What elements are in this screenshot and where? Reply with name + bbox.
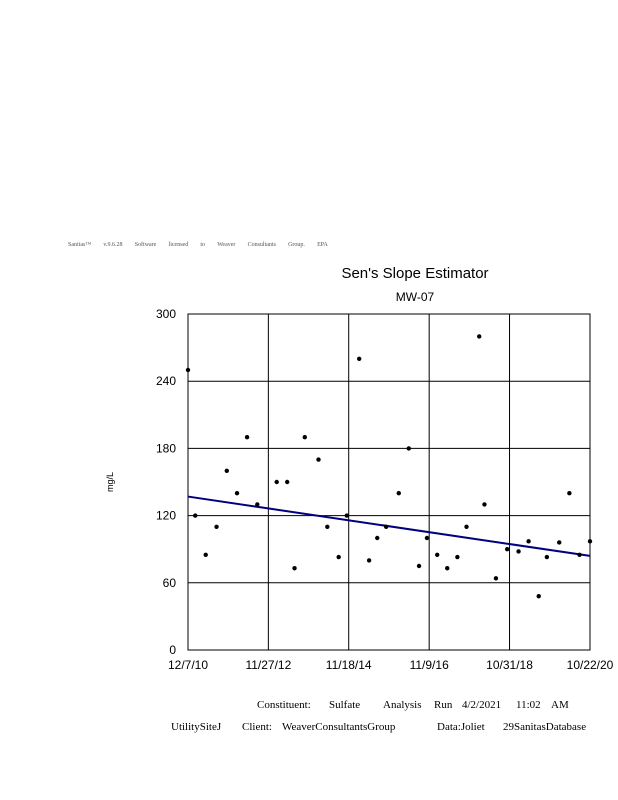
y-tick-label: 60 — [163, 576, 177, 590]
data-point — [302, 435, 307, 440]
data-point — [316, 457, 321, 462]
data-point — [185, 367, 191, 373]
data-points — [185, 334, 593, 599]
data-point — [244, 435, 250, 440]
software-license-note: Sanitas™ v.9.6.28 Software licensed to W… — [68, 242, 328, 252]
chart-title: Sen's Slope Estimator — [341, 265, 488, 282]
y-tick-label: 120 — [156, 509, 176, 523]
footer-client-label: Client: — [242, 721, 272, 733]
data-point — [544, 554, 550, 560]
footer-run-time: 11:02 — [516, 699, 541, 711]
trend-line — [187, 495, 591, 557]
note-word: to — [200, 242, 206, 248]
footer-data-label: Data:Joliet — [437, 721, 485, 733]
y-tick-label: 180 — [156, 441, 176, 455]
footer-site: UtilitySiteJ — [171, 721, 222, 733]
data-point — [193, 513, 198, 518]
data-point — [504, 547, 510, 552]
data-point — [464, 524, 469, 529]
data-point — [577, 552, 582, 557]
data-point — [336, 554, 341, 560]
y-tick-label: 0 — [169, 643, 176, 657]
data-point — [396, 491, 401, 496]
data-point — [214, 524, 219, 529]
footer-database: 29SanitasDatabase — [503, 721, 587, 733]
note-word: Software — [134, 242, 157, 248]
footer-line-2: UtilitySiteJ Client: WeaverConsultantsGr… — [0, 721, 618, 735]
x-tick-label: 11/18/14 — [326, 658, 372, 672]
data-point — [356, 356, 362, 361]
note-word: licensed — [168, 242, 189, 248]
data-point — [557, 540, 562, 545]
data-point — [416, 563, 422, 569]
data-point — [224, 468, 229, 473]
footer-run-ampm: AM — [551, 699, 569, 711]
data-point — [292, 566, 297, 571]
note-word: Group. — [288, 242, 305, 248]
chart-subtitle: MW-07 — [396, 290, 435, 304]
data-point — [255, 502, 260, 507]
trend-layer — [187, 495, 591, 557]
data-point — [516, 549, 521, 554]
data-point — [344, 513, 350, 518]
data-point — [493, 576, 499, 581]
note-word: v.9.6.28 — [103, 242, 123, 248]
x-tick-label: 11/27/12 — [245, 658, 291, 672]
x-tick-label: 11/9/16 — [410, 658, 449, 672]
footer-analysis-label: Analysis — [383, 699, 422, 711]
data-point — [445, 566, 450, 571]
data-point — [375, 535, 380, 541]
x-tick-label: 10/31/18 — [486, 658, 533, 672]
data-point — [567, 491, 572, 496]
footer-run-label: Run — [434, 699, 453, 711]
y-tick-label: 240 — [156, 374, 176, 388]
footer-run-date: 4/2/2021 — [462, 699, 502, 711]
footer-line-1: Constituent: Sulfate Analysis Run 4/2/20… — [0, 699, 618, 713]
x-tick-label: 10/22/20 — [567, 658, 614, 672]
data-point — [406, 446, 411, 451]
note-word: Weaver — [217, 242, 236, 248]
footer-client-value: WeaverConsultantsGroup — [282, 721, 396, 733]
footer-constituent-label: Constituent: — [257, 699, 311, 711]
data-point — [435, 552, 440, 557]
data-point — [424, 535, 430, 541]
data-point — [203, 552, 208, 557]
data-point — [587, 539, 593, 544]
note-word: EPA — [317, 242, 328, 248]
data-point — [536, 594, 541, 599]
plot-border — [187, 313, 591, 651]
grid — [187, 313, 591, 651]
x-tick-label: 12/7/10 — [168, 658, 208, 672]
data-point — [274, 479, 279, 485]
data-point — [526, 539, 531, 544]
data-point — [284, 479, 290, 485]
note-word: Consultants — [247, 242, 276, 248]
data-point — [455, 554, 460, 560]
data-point — [477, 334, 482, 339]
data-point — [325, 524, 330, 529]
y-axis-label: mg/L — [105, 472, 115, 492]
y-tick-label: 300 — [156, 307, 176, 321]
footer-constituent-value: Sulfate — [329, 699, 361, 711]
note-word: Sanitas™ — [68, 242, 92, 248]
data-point — [482, 502, 487, 507]
axis-ticks: 0 60 120 180 240 300 12/7/10 11/27/12 11/18/14 11… — [156, 307, 614, 672]
data-point — [234, 491, 240, 496]
data-point — [366, 558, 372, 563]
data-point — [383, 524, 389, 529]
